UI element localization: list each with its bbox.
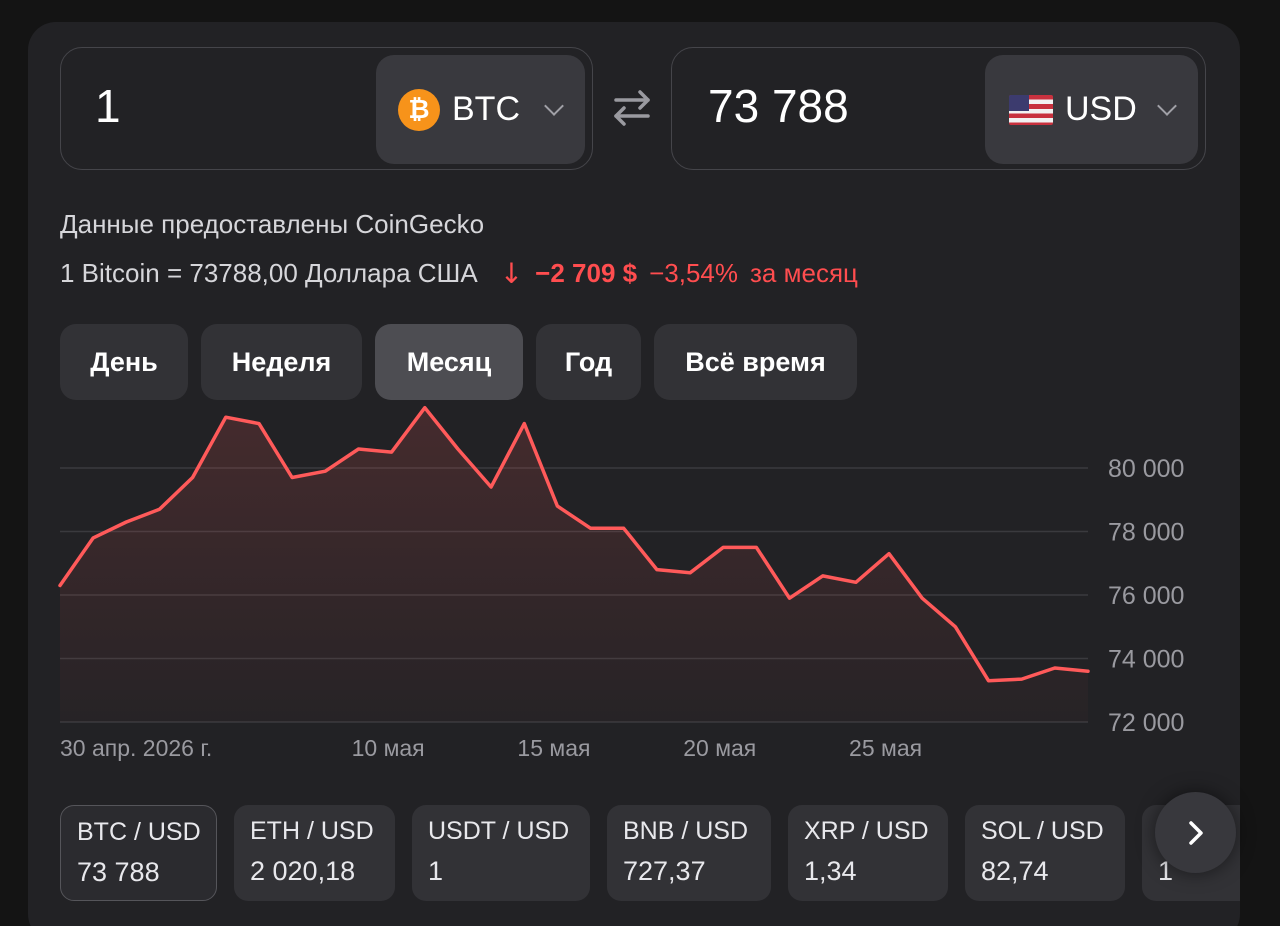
pair-value: 1,34	[804, 856, 857, 886]
pair-bnb-usd[interactable]: BNB / USD 727,37	[607, 805, 771, 901]
change-period: за месяц	[750, 258, 858, 288]
x-tick-label: 15 мая	[517, 735, 590, 761]
us-flag-icon	[1009, 94, 1053, 125]
y-tick-label: 76 000	[1108, 582, 1184, 610]
currency-converter-card: 1 ₿ BTC 73 788 USD Данные предоставлены …	[28, 22, 1240, 926]
y-tick-label: 78 000	[1108, 519, 1184, 547]
to-currency-code: USD	[1065, 90, 1137, 128]
from-converter-box: 1 ₿ BTC	[60, 47, 593, 170]
pair-name: BTC / USD	[77, 818, 201, 846]
price-chart[interactable]: 80 000 78 000 76 000 74 000 72 000 30 апр. 2…	[28, 402, 1240, 794]
pair-btc-usd[interactable]: BTC / USD 73 788	[60, 805, 217, 901]
scroll-next-button[interactable]	[1155, 792, 1236, 873]
to-converter-box: 73 788 USD	[671, 47, 1206, 170]
price-area	[60, 407, 1088, 722]
pair-value: 727,37	[623, 856, 706, 886]
pair-value: 82,74	[981, 856, 1049, 886]
chevron-down-icon	[1157, 95, 1177, 116]
chevron-right-icon	[1188, 820, 1203, 845]
x-tick-label: 20 мая	[683, 735, 756, 761]
pair-value: 73 788	[77, 857, 160, 887]
x-tick-label: 30 апр. 2026 г.	[60, 735, 212, 761]
tab-all-time[interactable]: Всё время	[654, 324, 857, 400]
to-amount-input[interactable]: 73 788	[708, 80, 849, 132]
from-amount-input[interactable]: 1	[95, 80, 121, 132]
pair-eth-usd[interactable]: ETH / USD 2 020,18	[234, 805, 395, 901]
change-absolute: −2 709 $	[535, 258, 638, 288]
tab-month[interactable]: Месяц	[375, 324, 523, 400]
pair-name: BNB / USD	[623, 817, 749, 845]
y-tick-label: 72 000	[1108, 709, 1184, 737]
rate-summary: 1 Bitcoin = 73788,00 Доллара США ↓ −2 70…	[60, 257, 858, 290]
from-currency-code: BTC	[452, 90, 520, 128]
x-tick-label: 10 мая	[352, 735, 425, 761]
bitcoin-icon: ₿	[398, 88, 440, 131]
data-provider-note: Данные предоставлены CoinGecko	[60, 209, 485, 239]
tab-year[interactable]: Год	[536, 324, 641, 400]
price-line	[58, 405, 1090, 683]
pair-value: 2 020,18	[250, 856, 356, 886]
to-currency-select[interactable]: USD	[985, 55, 1198, 164]
rate-text: 1 Bitcoin = 73788,00 Доллара США	[60, 258, 478, 288]
y-tick-label: 80 000	[1108, 455, 1184, 483]
tab-day[interactable]: День	[60, 324, 188, 400]
pair-usdt-usd[interactable]: USDT / USD 1	[412, 805, 590, 901]
chevron-down-icon	[544, 95, 564, 116]
pair-value: 1	[428, 856, 444, 886]
tab-week[interactable]: Неделя	[201, 324, 362, 400]
pair-name: XRP / USD	[804, 817, 929, 845]
pair-xrp-usd[interactable]: XRP / USD 1,34	[788, 805, 948, 901]
period-tabs: День Неделя Месяц Год Всё время	[60, 324, 857, 400]
pair-name: SOL / USD	[981, 817, 1104, 845]
swap-icon[interactable]	[610, 88, 654, 128]
change-percent: −3,54%	[649, 258, 739, 288]
y-tick-label: 74 000	[1108, 646, 1184, 674]
pair-name: ETH / USD	[250, 817, 374, 845]
arrow-down-icon: ↓	[499, 257, 524, 290]
pair-sol-usd[interactable]: SOL / USD 82,74	[965, 805, 1125, 901]
currency-pairs-list: BTC / USD 73 788 ETH / USD 2 020,18 USDT…	[60, 805, 1240, 901]
x-tick-label: 25 мая	[849, 735, 922, 761]
pair-name: USDT / USD	[428, 817, 570, 845]
from-currency-select[interactable]: ₿ BTC	[376, 55, 585, 164]
